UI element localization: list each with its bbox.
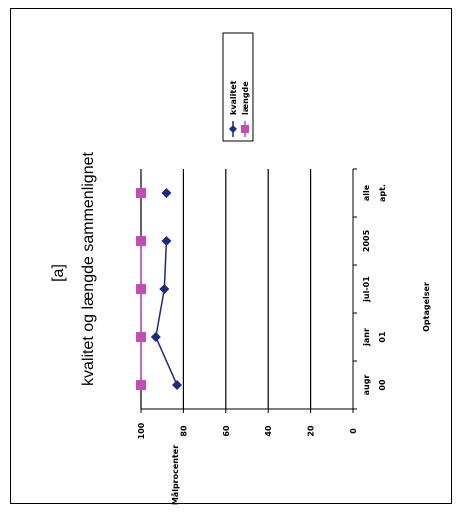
x-tick-label: jul-01: [362, 276, 371, 303]
y-tick-label: 20: [307, 425, 316, 437]
legend-label-group: længde: [241, 81, 250, 115]
x-tick-label: augr: [362, 375, 371, 396]
x-tick-label: janr: [362, 328, 371, 347]
y-tick-label: 0: [349, 428, 358, 434]
chart-svg: [a] kvalitet og længde sammenlignet Målp…: [50, 32, 431, 505]
legend-box: [222, 32, 254, 142]
y-tick-label: 80: [179, 425, 188, 437]
y-tick-group: 80: [179, 425, 188, 437]
data-point-diamond: [159, 284, 170, 294]
legend-swatch-diamond: [229, 125, 237, 133]
x-tick-label: 00: [378, 379, 387, 391]
series-line-0: [155, 240, 178, 386]
legend-label-group: kvalitet: [229, 80, 238, 115]
x-tick-label: 01: [378, 331, 387, 343]
legend-label: kvalitet: [229, 80, 238, 115]
data-point-square: [136, 236, 146, 246]
chart-title-line2: kvalitet og længde sammenlignet: [80, 151, 97, 385]
y-tick-group: 60: [222, 425, 231, 437]
x-tick-group: 01: [378, 331, 387, 343]
chart-title-line1: [a]: [50, 264, 67, 282]
y-axis-label: Målprocenter: [170, 445, 180, 505]
y-tick-group: 100: [137, 422, 146, 439]
y-tick-group: 40: [264, 425, 273, 437]
y-tick-label: 100: [137, 422, 146, 439]
x-tick-label: apt.: [378, 184, 387, 202]
legend: kvalitet længde: [222, 32, 254, 142]
x-tick-label: alle: [362, 184, 371, 201]
data-point-diamond: [150, 332, 161, 342]
data-point-diamond: [172, 380, 183, 390]
data-point-square: [136, 332, 146, 342]
data-point-square: [136, 284, 146, 294]
data-point-square: [136, 380, 146, 390]
x-tick-group: 00: [378, 379, 387, 391]
data-point-square: [136, 188, 146, 198]
data-point-diamond: [161, 188, 172, 198]
legend-label: længde: [241, 81, 250, 115]
x-tick-label: 2005: [362, 229, 371, 252]
y-tick-group: 20: [307, 425, 316, 437]
data-point-diamond: [161, 236, 172, 246]
legend-swatch-square: [241, 125, 249, 133]
y-tick-label: 40: [264, 425, 273, 437]
x-tick-group: janr: [362, 328, 371, 347]
x-tick-group: augr: [362, 375, 371, 396]
x-tick-group: alle: [362, 184, 371, 201]
x-tick-group: jul-01: [362, 276, 371, 303]
y-tick-group: 0: [349, 428, 358, 434]
chart-frame: [a] kvalitet og længde sammenlignet Målp…: [10, 8, 452, 505]
y-tick-label: 60: [222, 425, 231, 437]
x-tick-group: 2005: [362, 229, 371, 252]
x-axis-label: Optagelser: [422, 282, 431, 332]
x-tick-group: apt.: [378, 184, 387, 202]
